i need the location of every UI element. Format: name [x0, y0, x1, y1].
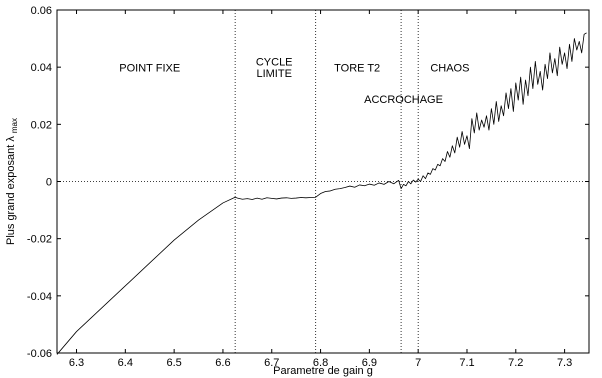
x-tick-label: 7.2: [508, 357, 523, 369]
y-tick-label: -0.02: [27, 234, 52, 246]
y-tick-label: 0.04: [31, 62, 52, 74]
y-axis-label: Plus grand exposant λ max: [5, 118, 19, 245]
y-tick-label: 0: [46, 177, 52, 189]
x-tick-label: 6.8: [313, 357, 328, 369]
y-tick-label: -0.04: [27, 291, 52, 303]
y-tick-label: 0.02: [31, 119, 52, 131]
y-axis-label-main: Plus grand exposant λ: [5, 136, 17, 245]
x-axis-label: Parametre de gain g: [273, 365, 373, 377]
label-tore-t2: TORE T2: [334, 62, 380, 74]
x-tick-label: 7: [415, 357, 421, 369]
series-line-1: [56, 32, 587, 355]
label-chaos: CHAOS: [430, 62, 469, 74]
x-tick-label: 6.6: [215, 357, 230, 369]
x-tick-label: 6.3: [69, 357, 84, 369]
label-accrochage: ACCROCHAGE: [364, 94, 443, 106]
y-axis-label-subscript: max: [10, 118, 19, 133]
label-cycle: CYCLE: [256, 57, 293, 69]
y-tick-label: 0.06: [31, 5, 52, 17]
x-tick-label: 6.7: [264, 357, 279, 369]
label-point-fixe: POINT FIXE: [119, 62, 180, 74]
x-tick-label: 6.4: [118, 357, 133, 369]
x-tick-label: 6.9: [362, 357, 377, 369]
plot-frame: [56, 9, 590, 354]
x-tick-label: 7.3: [557, 357, 572, 369]
x-tick-label: 6.5: [166, 357, 181, 369]
label-limite: LIMITE: [256, 68, 291, 80]
y-tick-label: -0.06: [27, 348, 52, 360]
x-tick-label: 7.1: [459, 357, 474, 369]
